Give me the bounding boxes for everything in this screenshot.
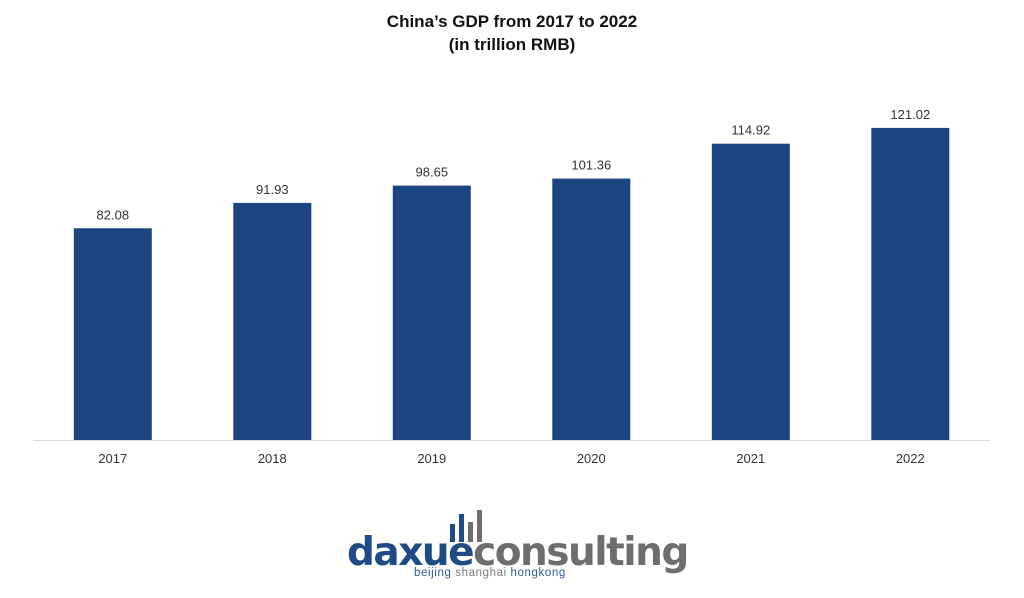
value-label-2019: 98.65 — [416, 165, 449, 180]
bar-2017 — [73, 228, 152, 440]
x-tick-label-2021: 2021 — [736, 451, 765, 466]
logo-wordmark: daxueconsulting — [347, 530, 689, 576]
logo-tagline-hongkong: hongkong — [510, 567, 566, 579]
value-label-2018: 91.93 — [256, 182, 289, 197]
bar-2021 — [711, 143, 790, 440]
bar-2020 — [552, 178, 631, 440]
value-label-2020: 101.36 — [571, 158, 611, 173]
x-tick-label-2019: 2019 — [417, 451, 446, 466]
x-tick-label-2018: 2018 — [258, 451, 287, 466]
chart-title: China’s GDP from 2017 to 2022 (in trilli… — [0, 10, 1024, 56]
logo-tagline-beijing: beijing — [414, 567, 456, 579]
x-tick-label-2020: 2020 — [577, 451, 606, 466]
value-label-2022: 121.02 — [890, 107, 930, 122]
bar-2018 — [233, 202, 312, 440]
logo-tagline: beijing shanghai hongkong — [414, 567, 566, 579]
x-tick-label-2017: 2017 — [98, 451, 127, 466]
bars-layer — [73, 127, 950, 441]
bar-2019 — [392, 185, 471, 440]
value-label-2021: 114.92 — [731, 123, 770, 138]
x-tick-label-2022: 2022 — [896, 451, 925, 466]
daxue-consulting-logo: daxueconsulting beijing shanghai hongkon… — [340, 508, 689, 588]
chart-title-line-2: (in trillion RMB) — [448, 35, 576, 54]
x-tick-labels-layer: 2017 2018 2019 2020 2021 2022 — [98, 451, 924, 466]
bar-2022 — [871, 127, 950, 441]
value-label-2017: 82.08 — [97, 207, 130, 222]
logo-wordmark-daxue: daxue — [347, 530, 475, 575]
logo-wordmark-consulting: consulting — [473, 530, 689, 575]
chart-title-line-1: China’s GDP from 2017 to 2022 — [386, 12, 638, 31]
logo-tagline-shanghai: shanghai — [455, 567, 511, 579]
bar-chart-logo-icon — [450, 510, 482, 542]
value-labels-layer: 82.08 91.93 98.65 101.36 114.92 121.02 — [97, 107, 931, 222]
